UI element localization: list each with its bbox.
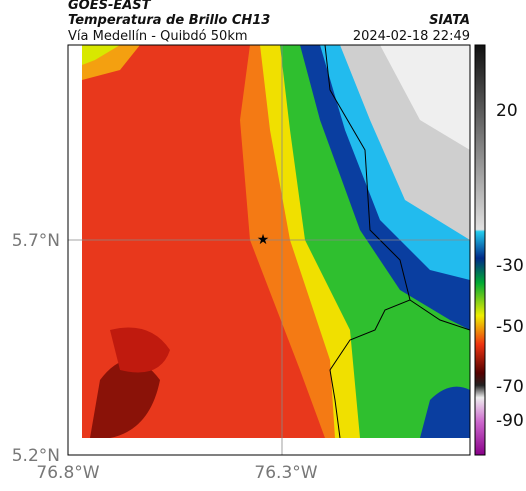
lat-label: 5.7°N (12, 231, 60, 251)
source: SIATA (429, 13, 470, 28)
colorbar (474, 44, 486, 456)
colorbar-label: -90 (496, 411, 524, 431)
title: GOES-EAST (68, 0, 152, 13)
map-frame (67, 44, 471, 456)
colorbar-label: -70 (496, 377, 524, 397)
lat-label: 5.2°N (12, 446, 60, 466)
subtitle: Temperatura de Brillo CH13 (68, 13, 270, 28)
location: Vía Medellín - Quibdó 50km (68, 29, 248, 44)
lon-label: 76.8°W (36, 463, 99, 483)
colorbar-label: 20 (496, 101, 518, 121)
colorbar-label: -50 (496, 317, 524, 337)
colorbar-label: -30 (496, 256, 524, 276)
lon-label: 76.3°W (254, 463, 317, 483)
brightness-image (82, 45, 470, 438)
location-marker: ★ (257, 232, 270, 248)
timestamp: 2024-02-18 22:49 (353, 29, 470, 44)
